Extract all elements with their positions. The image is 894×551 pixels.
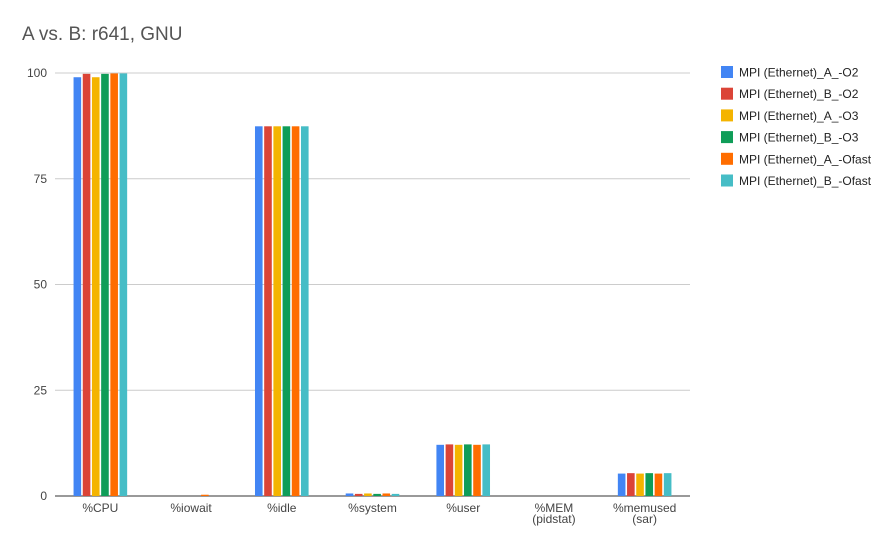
y-tick-label: 75 (34, 172, 48, 186)
bar (391, 493, 400, 496)
x-tick-label: %CPU (82, 501, 118, 515)
bar (473, 444, 481, 496)
legend-label: MPI (Ethernet)_A_-O2 (739, 66, 859, 80)
legend-label: MPI (Ethernet)_A_-O3 (739, 109, 859, 123)
bar (436, 444, 445, 496)
x-tick-label: %user (446, 501, 480, 515)
legend-swatch (721, 152, 733, 165)
bar (454, 444, 463, 496)
bar (464, 444, 472, 496)
x-tick-label: %iowait (170, 501, 212, 515)
legend-swatch (721, 131, 733, 144)
x-tick-label: %idle (267, 501, 297, 515)
bar (482, 444, 491, 496)
bar (354, 493, 363, 496)
legend-label: MPI (Ethernet)_A_-Ofast (739, 152, 872, 166)
bar (445, 444, 454, 496)
bar (282, 126, 291, 496)
bar (663, 473, 672, 496)
x-tick-label: %MEM (535, 501, 574, 515)
y-tick-label: 50 (34, 278, 48, 292)
bar (645, 473, 654, 496)
bar (291, 126, 300, 496)
legend-label: MPI (Ethernet)_B_-O3 (739, 131, 859, 145)
legend-swatch (721, 174, 733, 187)
bar (654, 473, 663, 496)
legend-swatch (721, 109, 733, 122)
bar (254, 126, 263, 496)
x-tick-label: %memused (613, 501, 676, 515)
bar (617, 473, 626, 496)
x-tick-label: (pidstat) (532, 512, 575, 526)
bar (101, 73, 109, 496)
bar (382, 493, 391, 496)
bar (119, 73, 128, 496)
bar (264, 126, 272, 496)
legend-swatch (721, 87, 733, 100)
bar (91, 77, 100, 496)
bar (110, 73, 118, 496)
bar (273, 126, 281, 496)
bar (364, 493, 372, 496)
bar (73, 77, 82, 496)
y-tick-label: 0 (40, 489, 47, 503)
bar (373, 493, 381, 496)
bar (345, 493, 354, 496)
bar (636, 473, 644, 496)
y-tick-label: 25 (34, 383, 48, 397)
y-tick-label: 100 (27, 66, 47, 80)
bar (82, 73, 91, 496)
bar (300, 126, 309, 496)
bar (627, 473, 635, 496)
chart-title: A vs. B: r641, GNU (22, 24, 183, 45)
bar (201, 494, 209, 496)
x-tick-label: %system (348, 501, 397, 515)
x-tick-label: (sar) (632, 512, 657, 526)
legend-label: MPI (Ethernet)_B_-Ofast (739, 174, 872, 188)
legend-swatch (721, 66, 733, 78)
legend-label: MPI (Ethernet)_B_-O2 (739, 87, 859, 101)
